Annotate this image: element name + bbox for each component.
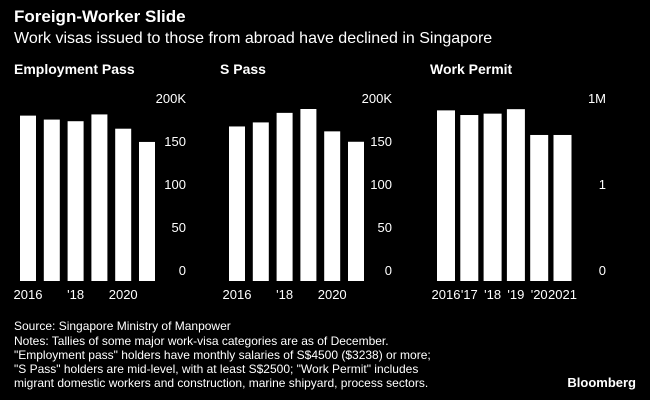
y-tick-label: 0 — [599, 263, 606, 278]
y-tick-label: 150 — [164, 134, 186, 149]
bar — [67, 121, 84, 281]
y-tick-label: 200K — [362, 91, 393, 106]
x-tick-label: 2020 — [109, 287, 138, 302]
note: "S Pass" holders are mid-level, with at … — [14, 362, 418, 376]
panel-title: Work Permit — [430, 61, 513, 77]
x-tick-label: '19 — [507, 287, 524, 302]
y-tick-label: 0 — [385, 263, 392, 278]
x-tick-label: 2020 — [318, 287, 347, 302]
source: Source: Singapore Ministry of Manpower — [14, 319, 231, 333]
bar — [20, 115, 36, 281]
bar — [115, 128, 132, 281]
panel-title: S Pass — [220, 61, 266, 77]
y-tick-label: 100 — [370, 177, 392, 192]
x-tick-label: 2016 — [223, 287, 252, 302]
note: "Employment pass" holders have monthly s… — [14, 348, 431, 362]
bar — [483, 113, 502, 281]
subtitle: Work visas issued to those from abroad h… — [14, 30, 492, 47]
x-tick-label: 2016 — [432, 287, 461, 302]
bar — [324, 131, 341, 281]
x-tick-label: '20 — [531, 287, 548, 302]
y-tick-label: 0 — [179, 263, 186, 278]
y-tick-label: 1 — [599, 177, 606, 192]
x-tick-label: 2016 — [14, 287, 43, 302]
title: Foreign-Worker Slide — [14, 7, 186, 26]
x-tick-label: '18 — [276, 287, 293, 302]
bar — [43, 119, 60, 281]
bar — [229, 126, 245, 281]
brand: Bloomberg — [567, 375, 636, 390]
y-tick-label: 150 — [370, 134, 392, 149]
bar — [300, 109, 317, 281]
y-tick-label: 100 — [164, 177, 186, 192]
x-tick-label: '18 — [484, 287, 501, 302]
y-tick-label: 50 — [378, 220, 392, 235]
panel-title: Employment Pass — [14, 61, 135, 77]
bar — [276, 112, 293, 282]
bar — [460, 115, 479, 282]
bar — [437, 110, 455, 281]
bar — [91, 114, 108, 281]
y-tick-label: 200K — [156, 91, 187, 106]
y-tick-label: 1M — [588, 91, 606, 106]
y-tick-label: 50 — [172, 220, 186, 235]
x-tick-label: '17 — [461, 287, 478, 302]
bar — [348, 141, 364, 281]
note: Notes: Tallies of some major work-visa c… — [14, 334, 389, 348]
x-tick-label: '18 — [67, 287, 84, 302]
note: migrant domestic workers and constructio… — [14, 376, 428, 390]
bar — [252, 122, 269, 281]
bar — [553, 134, 572, 281]
bar — [530, 134, 549, 281]
x-tick-label: 2021 — [548, 287, 577, 302]
bar — [506, 109, 525, 281]
bar — [139, 141, 155, 281]
